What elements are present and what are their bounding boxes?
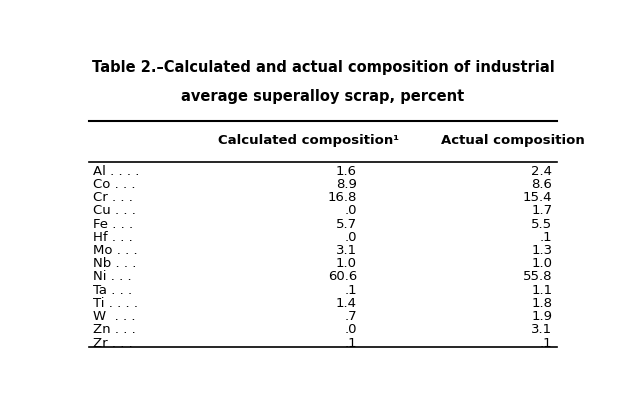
Text: 5.7: 5.7 <box>336 217 357 230</box>
Text: Zn . . .: Zn . . . <box>93 323 136 336</box>
Text: 8.6: 8.6 <box>532 178 553 191</box>
Text: Al . . . .: Al . . . . <box>93 165 140 178</box>
Text: .1: .1 <box>345 284 357 297</box>
Text: Table 2.–Calculated and actual composition of industrial: Table 2.–Calculated and actual compositi… <box>91 60 554 75</box>
Text: 1.0: 1.0 <box>531 257 553 270</box>
Text: 1.7: 1.7 <box>531 204 553 217</box>
Text: 1.9: 1.9 <box>531 310 553 323</box>
Text: Ta . . .: Ta . . . <box>93 284 132 297</box>
Text: 2.4: 2.4 <box>531 165 553 178</box>
Text: 15.4: 15.4 <box>523 191 553 204</box>
Text: .0: .0 <box>345 323 357 336</box>
Text: 1.6: 1.6 <box>336 165 357 178</box>
Text: 55.8: 55.8 <box>523 270 553 283</box>
Text: Fe . . .: Fe . . . <box>93 217 134 230</box>
Text: .1: .1 <box>540 231 553 244</box>
Text: 60.6: 60.6 <box>328 270 357 283</box>
Text: Mo . . .: Mo . . . <box>93 244 138 257</box>
Text: 16.8: 16.8 <box>328 191 357 204</box>
Text: Zr . . .: Zr . . . <box>93 336 133 349</box>
Text: Nb . . .: Nb . . . <box>93 257 137 270</box>
Text: 8.9: 8.9 <box>336 178 357 191</box>
Text: Co . . .: Co . . . <box>93 178 136 191</box>
Text: Actual composition: Actual composition <box>442 134 585 147</box>
Text: Cr . . .: Cr . . . <box>93 191 134 204</box>
Text: Calculated composition¹: Calculated composition¹ <box>217 134 399 147</box>
Text: W  . . .: W . . . <box>93 310 136 323</box>
Text: 3.1: 3.1 <box>531 323 553 336</box>
Text: .7: .7 <box>345 310 357 323</box>
Text: 1.0: 1.0 <box>336 257 357 270</box>
Text: .0: .0 <box>345 204 357 217</box>
Text: .0: .0 <box>345 231 357 244</box>
Text: Hf . . .: Hf . . . <box>93 231 133 244</box>
Text: Ni . . .: Ni . . . <box>93 270 132 283</box>
Text: 1.1: 1.1 <box>531 284 553 297</box>
Text: average superalloy scrap, percent: average superalloy scrap, percent <box>181 89 464 104</box>
Text: .1: .1 <box>540 336 553 349</box>
Text: Ti . . . .: Ti . . . . <box>93 297 139 310</box>
Text: 3.1: 3.1 <box>336 244 357 257</box>
Text: 1.4: 1.4 <box>336 297 357 310</box>
Text: .1: .1 <box>345 336 357 349</box>
Text: 1.3: 1.3 <box>531 244 553 257</box>
Text: Cu . . .: Cu . . . <box>93 204 136 217</box>
Text: 1.8: 1.8 <box>531 297 553 310</box>
Text: 5.5: 5.5 <box>531 217 553 230</box>
